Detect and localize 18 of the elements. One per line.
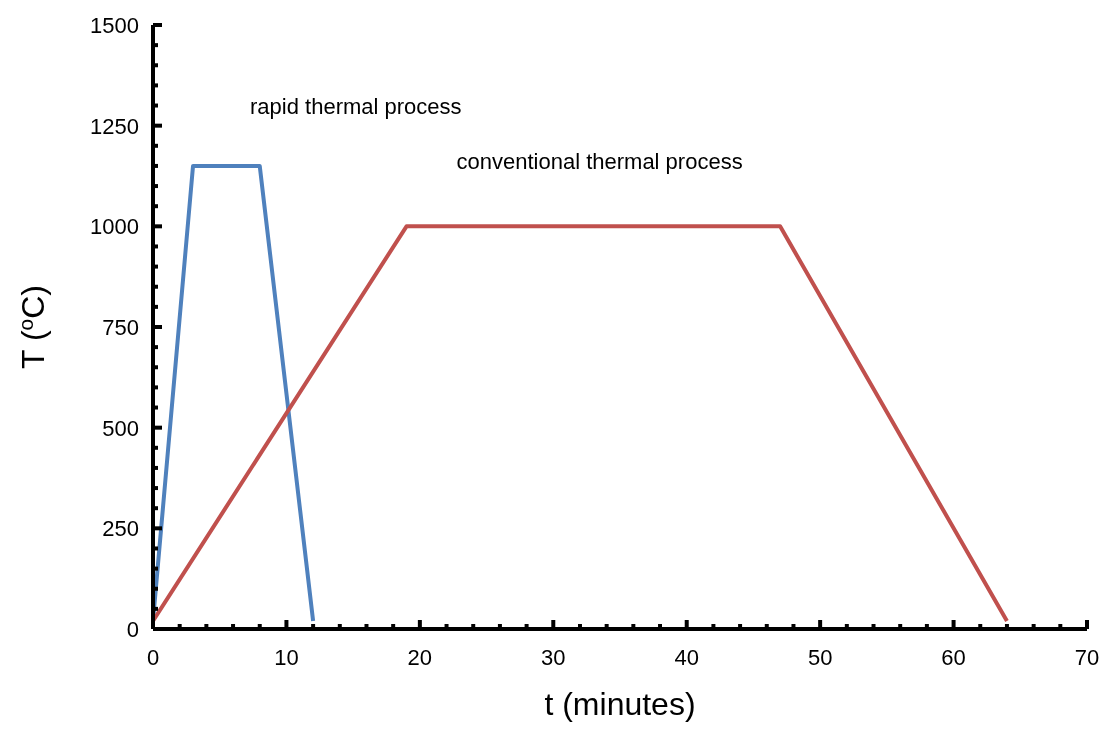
y-tick-label: 750 bbox=[102, 315, 139, 340]
y-tick-label: 250 bbox=[102, 516, 139, 542]
y-tick-label: 1000 bbox=[90, 214, 139, 240]
x-tick-label: 10 bbox=[274, 645, 299, 670]
x-tick-label: 40 bbox=[674, 645, 699, 670]
x-tick-label: 20 bbox=[407, 645, 433, 670]
x-tick-label: 60 bbox=[941, 645, 966, 670]
x-tick-label: 30 bbox=[541, 645, 566, 670]
y-tick-label: 0 bbox=[126, 617, 139, 642]
text: conventional thermal process bbox=[456, 149, 743, 175]
text: rapid thermal process bbox=[250, 93, 462, 119]
y-tick-label: 1250 bbox=[90, 113, 139, 139]
y-tick-label: 1500 bbox=[90, 13, 139, 38]
y-tick-label: 500 bbox=[102, 415, 139, 441]
x-axis-title: t (minutes) bbox=[544, 686, 696, 722]
x-tick-label: 0 bbox=[146, 645, 160, 670]
x-tick-label: 70 bbox=[1074, 645, 1100, 670]
x-tick-label: 50 bbox=[807, 645, 833, 670]
